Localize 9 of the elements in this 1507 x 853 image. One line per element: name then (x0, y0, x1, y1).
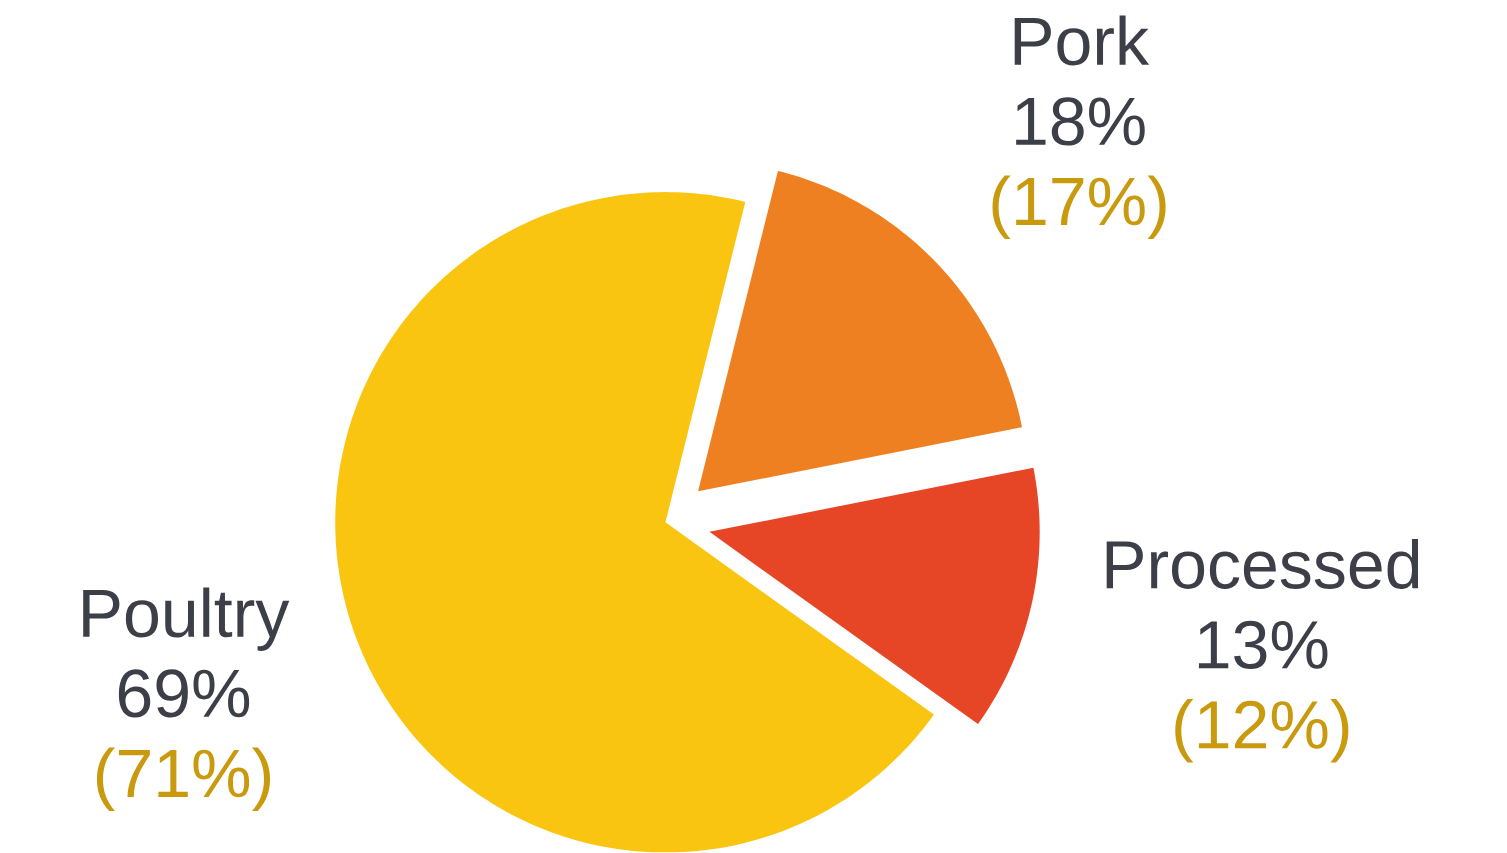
slice-label: Pork (1014, 15, 1150, 66)
data-label: 18% (1016, 97, 1145, 146)
data-label: 69% (118, 669, 250, 718)
slice-label: Processed (1106, 539, 1419, 590)
data-label: 13% (1198, 621, 1328, 670)
text: (71%) (96, 747, 271, 812)
slice-label: Poultry (83, 587, 290, 652)
text: (12%) (1175, 699, 1349, 763)
text: (17%) (992, 175, 1166, 240)
